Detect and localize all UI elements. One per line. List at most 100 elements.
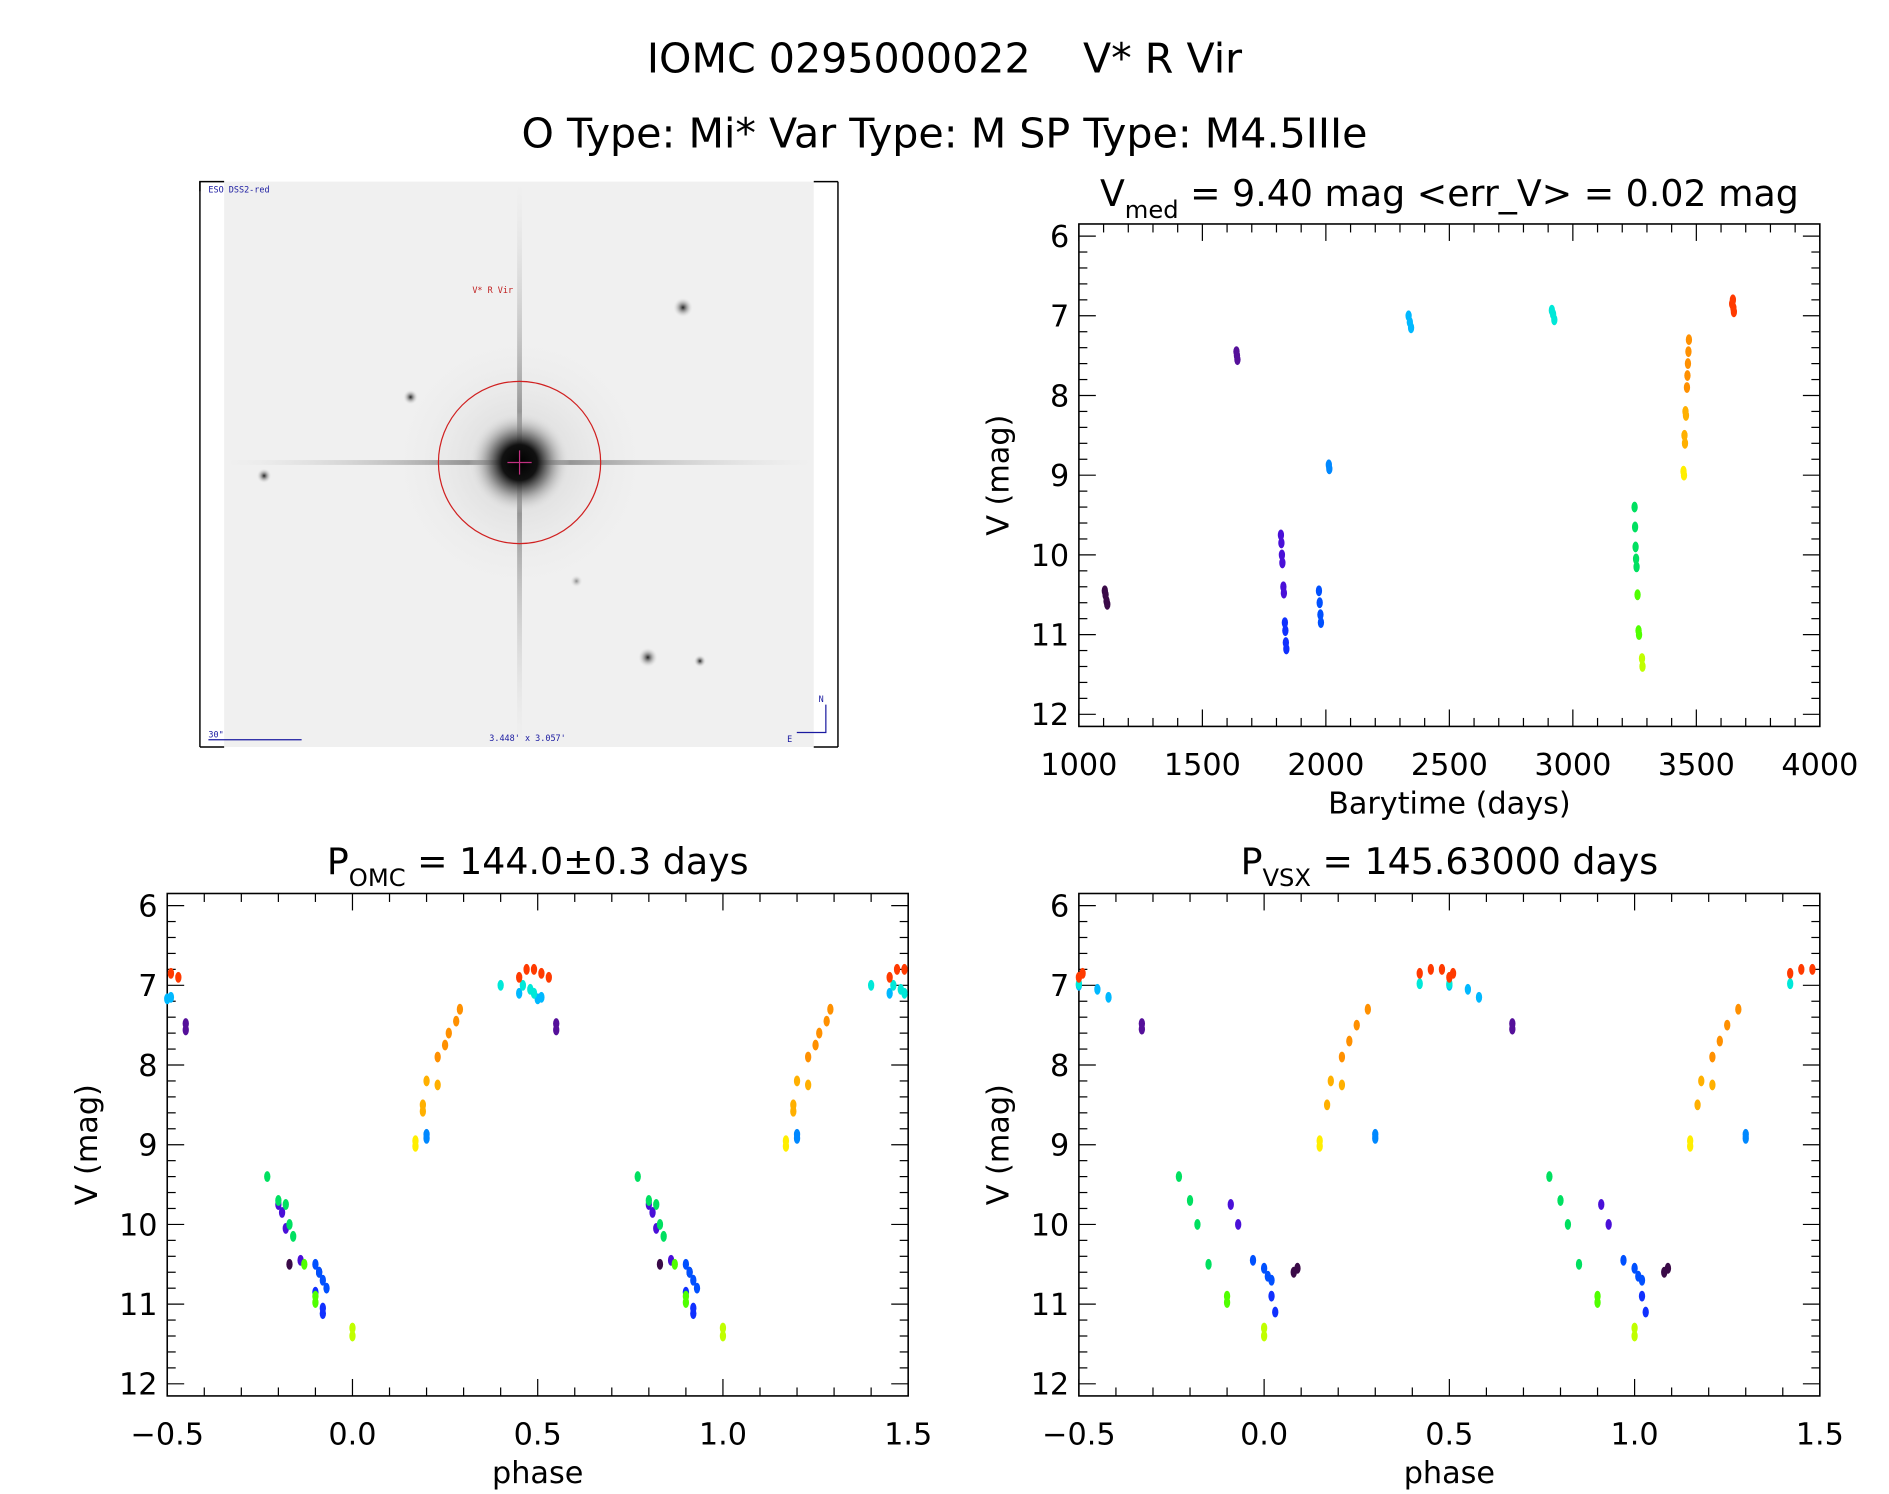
title-rest: = 9.40 mag <err_V> = 0.02 mag (1179, 172, 1799, 215)
data-point (523, 963, 530, 975)
data-point (1638, 653, 1646, 664)
data-point (175, 971, 182, 983)
data-point (423, 1132, 430, 1144)
title-main: V (1100, 172, 1125, 215)
y-tick-label: 7 (1050, 969, 1069, 1004)
data-point (1632, 541, 1639, 553)
x-axis-label: phase (1404, 1456, 1495, 1491)
data-point (1294, 1262, 1301, 1274)
data-point (1724, 1019, 1731, 1031)
data-point (1680, 469, 1688, 481)
data-point (1709, 1051, 1716, 1063)
data-point (315, 1266, 323, 1278)
data-point (1551, 314, 1558, 326)
data-point (519, 979, 527, 991)
data-point (1564, 1218, 1572, 1230)
data-point (1338, 1079, 1346, 1091)
data-point (1323, 1099, 1331, 1111)
data-point (1227, 1199, 1234, 1210)
data-point (1575, 1258, 1583, 1270)
lightcurve-plot: 1000 1500 2000 2500 3000 3500 4000 6 7 8 9 10 11 12 Ba… (982, 172, 1859, 822)
data-point (1631, 521, 1639, 533)
data-point (1407, 322, 1415, 334)
data-point (793, 1132, 801, 1144)
data-point (634, 1171, 641, 1183)
data-point (1681, 437, 1689, 449)
data-point (816, 1027, 823, 1039)
data-point (1327, 1075, 1334, 1087)
data-point (867, 979, 875, 991)
x-tick-label: 1.0 (699, 1417, 747, 1452)
data-point (1798, 963, 1805, 975)
data-point (1716, 1035, 1723, 1047)
data-point (893, 963, 901, 975)
data-point (1272, 1306, 1279, 1318)
data-point (1277, 529, 1285, 541)
data-point (1427, 963, 1434, 975)
data-point (823, 1015, 830, 1027)
y-tick-label: 11 (1031, 1288, 1070, 1323)
data-point (682, 1258, 690, 1270)
survey-label: ESO DSS2-red (208, 185, 269, 195)
data-point (1186, 1195, 1194, 1206)
data-point (412, 1140, 419, 1152)
data-point (312, 1258, 319, 1270)
data-point (1338, 1051, 1346, 1063)
sky-image-panel: ESO DSS2-red V* R Vir 30" 3.448' x 3.057… (199, 180, 839, 748)
y-tick-label: 11 (119, 1288, 158, 1323)
y-axis-label: V (mag) (982, 1084, 1017, 1205)
data-point (1787, 978, 1794, 990)
data-point (319, 1274, 326, 1286)
data-point (441, 1039, 449, 1051)
data-point (286, 1218, 293, 1230)
x-tick-label: −0.5 (130, 1417, 203, 1452)
phase-omc-plot: −0.5 0.0 0.5 1.0 1.5 6 7 8 9 10 11 12 phase V (mag) PO… (70, 840, 932, 1491)
data-point (516, 971, 523, 983)
x-tick-label: 2500 (1411, 748, 1488, 783)
data-point (693, 1282, 701, 1294)
data-point (1639, 661, 1646, 672)
data-point (1282, 625, 1289, 637)
data-point (530, 987, 538, 999)
y-tick-label: 7 (1050, 300, 1069, 335)
data-point (1223, 1297, 1231, 1308)
x-tick-label: 1.5 (1796, 1417, 1844, 1452)
data-point (1509, 1023, 1516, 1035)
field-size-label: 3.448' x 3.057' (489, 733, 565, 743)
plot-frame (166, 892, 909, 1397)
data-point (1260, 1262, 1268, 1274)
data-point (516, 987, 523, 999)
data-point (278, 1207, 286, 1218)
data-point (1326, 463, 1333, 475)
data-point (1605, 1218, 1612, 1230)
data-point (719, 1330, 727, 1342)
y-tick-label: 6 (138, 889, 157, 924)
data-point (1281, 617, 1289, 629)
data-point (1075, 971, 1083, 983)
x-tick-label: 1.0 (1611, 1417, 1659, 1452)
data-point (790, 1105, 797, 1117)
data-point (782, 1140, 790, 1152)
data-point (886, 987, 893, 999)
data-point (1316, 1140, 1323, 1152)
x-tick-label: 1000 (1040, 748, 1117, 783)
data-point (1094, 983, 1101, 995)
data-point (1638, 1290, 1646, 1302)
title-subscript: OMC (349, 864, 406, 892)
data-point (1631, 1262, 1638, 1274)
x-tick-label: 2000 (1287, 748, 1364, 783)
data-point (423, 1075, 430, 1087)
y-axis-label: V (mag) (70, 1084, 105, 1205)
x-tick-label: 1500 (1164, 748, 1241, 783)
data-point (1138, 1023, 1146, 1035)
data-point (812, 1039, 819, 1051)
data-point (805, 1079, 812, 1091)
title-subscript: med (1125, 196, 1179, 224)
y-tick-label: 8 (1050, 379, 1069, 414)
data-point (1175, 1171, 1183, 1183)
y-tick-label: 9 (1050, 1129, 1069, 1164)
data-point (1364, 1003, 1372, 1015)
data-point (653, 1199, 660, 1210)
data-point (282, 1199, 289, 1210)
y-tick-label: 11 (1031, 619, 1070, 654)
